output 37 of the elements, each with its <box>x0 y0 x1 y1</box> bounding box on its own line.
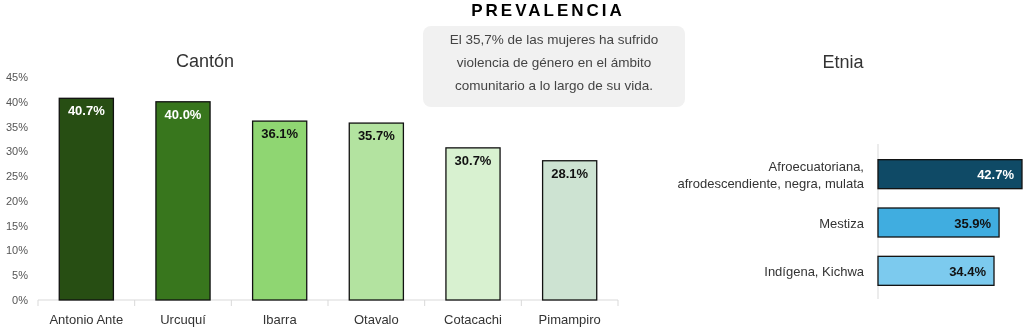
data-label: 40.0% <box>164 106 202 122</box>
x-tick-label: Cotacachi <box>444 312 503 327</box>
y-tick-label: 40% <box>5 95 29 108</box>
y-tick-label: 10% <box>5 244 29 257</box>
text: PREVALENCIA <box>471 1 625 20</box>
x-tick-label: Antonio Ante <box>49 312 124 327</box>
x-tick-label: Urcuquí <box>160 312 207 327</box>
data-label: 30.7% <box>454 152 492 168</box>
y-tick-label: Afroecuatoriana, afrodescendiente, negra, mulata <box>677 158 865 191</box>
y-tick-label: Indígena, Kichwa <box>764 263 865 279</box>
y-tick-label: 35% <box>5 120 29 133</box>
bar <box>445 147 501 301</box>
y-tick-label: 5% <box>12 269 29 282</box>
chart-title: Cantón <box>175 51 235 71</box>
chart-title: Etnia <box>822 52 865 72</box>
data-label: 28.1% <box>551 165 589 181</box>
x-tick-label: Pimampiro <box>538 312 601 327</box>
data-label: 42.7% <box>977 167 1015 183</box>
data-label: 35.9% <box>954 215 992 231</box>
y-tick-label: 15% <box>5 219 29 232</box>
y-tick-label: Mestiza <box>819 215 865 231</box>
data-label: 40.7% <box>67 103 106 119</box>
bar <box>348 122 405 301</box>
y-tick-label: 30% <box>5 145 29 158</box>
bar <box>251 120 308 301</box>
y-tick-label: 45% <box>5 71 29 83</box>
x-tick-label: Ibarra <box>262 312 298 327</box>
bar <box>58 97 115 301</box>
y-tick-label: 20% <box>5 194 29 207</box>
x-tick-label: Otavalo <box>353 312 399 327</box>
data-label: 35.7% <box>357 128 396 144</box>
bar <box>155 101 211 301</box>
annotation: El 35,7% de las mujeres ha sufrido violencia de género en el ámbito comunitario a lo largo de su vida. <box>449 32 659 93</box>
data-label: 34.4% <box>949 263 987 279</box>
y-tick-label: 0% <box>12 294 29 306</box>
y-tick-label: 25% <box>5 170 29 183</box>
data-label: 36.1% <box>261 126 299 142</box>
